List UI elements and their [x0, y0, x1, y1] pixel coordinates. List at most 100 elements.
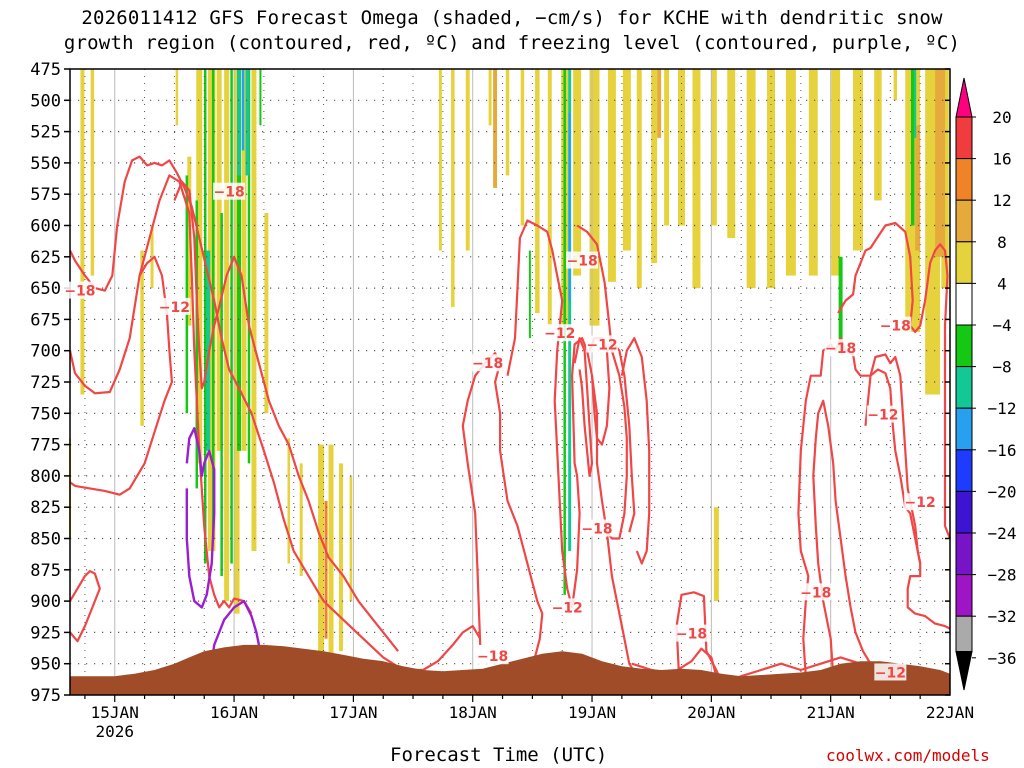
omega-shade-53 [893, 69, 898, 101]
colorbar-label-12: −32 [988, 607, 1017, 626]
contour-label-10: −18 [676, 627, 707, 643]
omega-shade-45 [808, 69, 818, 276]
omega-shade-12 [241, 69, 247, 451]
contour-label-bg-11 [824, 339, 857, 357]
y-tick-label-650: 650 [30, 279, 61, 299]
dgz-contour-14 [797, 337, 951, 677]
omega-shade-18 [328, 444, 334, 658]
omega-shade-70 [241, 69, 245, 151]
omega-shade-16 [299, 463, 303, 577]
contour-label-bg-14 [904, 493, 937, 511]
omega-shade-11 [233, 69, 240, 614]
omega-shade-10 [224, 69, 230, 602]
omega-shade-24 [465, 69, 470, 251]
omega-shade-52 [713, 507, 719, 602]
omega-shade-44 [785, 69, 796, 276]
y-tick-label-825: 825 [30, 498, 61, 518]
contour-label-bg-1 [158, 297, 191, 315]
y-tick-label-475: 475 [30, 60, 61, 80]
omega-shade-26 [505, 69, 510, 176]
colorbar-segment-6 [955, 324, 973, 368]
dgz-contour-16 [864, 368, 922, 564]
dgz-contour-13 [675, 591, 720, 677]
contour-label-0: −18 [64, 284, 95, 300]
x-tick-label-15JAN: 15JAN [91, 703, 139, 722]
contour-label-6: −18 [472, 356, 503, 372]
omega-shade-61 [211, 69, 215, 539]
contour-label-bg-2 [213, 182, 246, 200]
y-tick-label-675: 675 [30, 310, 61, 330]
dgz-contour-7 [573, 337, 594, 477]
omega-shade-35 [636, 69, 642, 289]
contour-label-bg-0 [63, 281, 96, 299]
y-tick-label-575: 575 [30, 185, 61, 205]
omega-shade-7 [196, 69, 203, 464]
omega-shade-13 [251, 69, 257, 552]
y-tick-label-550: 550 [30, 154, 61, 174]
omega-shade-0 [80, 69, 85, 395]
omega-shade-4 [150, 225, 154, 289]
freezing-level-contour-1 [185, 427, 216, 609]
colorbar-label-0: 20 [992, 108, 1011, 127]
dgz-contour-9 [576, 224, 628, 540]
colorbar-segment-11 [955, 532, 973, 576]
x-tick-label-16JAN: 16JAN [210, 703, 258, 722]
dgz-contour-3 [69, 255, 173, 496]
axis-layer: 475 500 525 550 575 600 625 650 675 700 725 750 775 8… [30, 60, 974, 741]
terrain-layer [70, 644, 950, 695]
omega-shade-36 [651, 69, 658, 264]
omega-shade-39 [692, 69, 701, 289]
omega-shade-9 [216, 69, 222, 451]
omega-shade-8 [207, 69, 216, 552]
dgz-contour-0 [69, 155, 482, 672]
dgz-contour-10 [606, 343, 636, 533]
omega-shade-75 [838, 256, 843, 351]
x-tick-label-19JAN: 19JAN [568, 703, 616, 722]
temperature-contour-layer [68, 155, 952, 684]
omega-shade-74 [568, 112, 571, 301]
colorbar-label-10: −24 [988, 524, 1017, 543]
contour-label-12: −12 [867, 408, 898, 424]
colorbar-segment-9 [955, 449, 973, 492]
omega-shade-27 [520, 69, 525, 226]
y-tick-label-500: 500 [30, 91, 61, 111]
omega-shade-51 [941, 69, 949, 289]
x-tick-label-21JAN: 21JAN [807, 703, 855, 722]
contour-label-3: −18 [566, 254, 597, 270]
y-tick-label-950: 950 [30, 655, 61, 675]
omega-shade-68 [237, 69, 242, 176]
colorbar-label-1: 16 [992, 150, 1011, 169]
omega-shade-19 [338, 463, 343, 652]
contour-label-layer: −18−12−18−18−12−12−18−18−12−18−18−18−12−… [63, 182, 937, 681]
omega-shading-layer [69, 69, 949, 664]
colorbar-segment-2 [955, 158, 973, 201]
dgz-contour-5 [461, 352, 544, 665]
contour-label-bg-4 [543, 324, 576, 342]
contour-label-bg-15 [799, 583, 832, 601]
omega-shade-46 [831, 69, 841, 276]
omega-shade-40 [710, 69, 717, 226]
credit-link[interactable]: coolwx.com/models [826, 746, 990, 765]
contour-label-11: −18 [825, 341, 856, 357]
omega-shade-5 [175, 69, 179, 126]
omega-shade-23 [451, 69, 455, 307]
omega-shade-48 [874, 69, 882, 201]
x-tick-label-18JAN: 18JAN [449, 703, 497, 722]
contour-label-bg-10 [675, 624, 708, 642]
colorbar-label-4: 4 [997, 274, 1007, 293]
colorbar: 20 16 12 8 4 −4 −8 −12 −16 −20 −24 −28 −32 −36 [955, 77, 1017, 691]
omega-shade-17 [318, 444, 325, 664]
dgz-contour-6 [506, 219, 638, 677]
contour-label-bg-9 [476, 647, 509, 665]
omega-shade-73 [568, 69, 572, 552]
omega-shade-64 [237, 69, 242, 451]
contour-label-15: −18 [800, 585, 831, 601]
colorbar-segment-13 [955, 615, 973, 653]
contour-label-bg-8 [551, 598, 584, 616]
contour-label-14: −12 [905, 495, 936, 511]
x-tick-sublabel-15JAN: 2026 [95, 722, 134, 741]
contour-label-bg-12 [866, 405, 899, 423]
omega-shade-32 [589, 69, 600, 326]
omega-shade-77 [914, 69, 917, 138]
colorbar-label-5: −4 [992, 316, 1011, 335]
